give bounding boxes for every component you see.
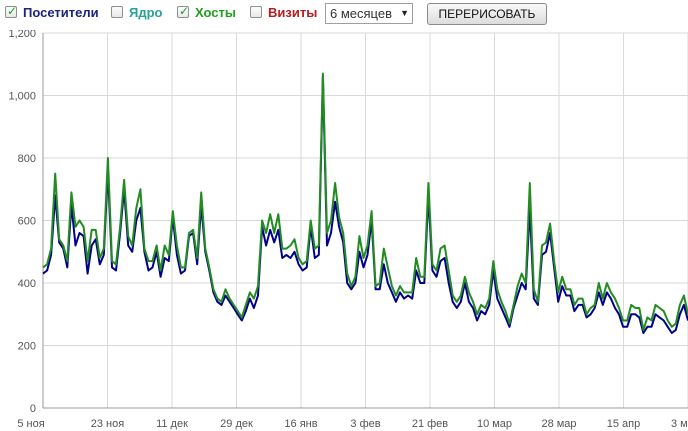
- x-tick-label: 15 апр: [607, 418, 640, 430]
- visitors-label[interactable]: Посетители: [23, 5, 99, 20]
- y-tick-label: 1,000: [8, 91, 36, 103]
- controls-bar: ✓ Посетители Ядро ✓ Хосты Визиты 6 месяц…: [0, 0, 688, 30]
- y-tick-label: 800: [18, 153, 36, 165]
- x-tick-label: 28 мар: [541, 418, 576, 430]
- chart-grid: [42, 32, 688, 409]
- line-chart: 0 200 400 600 800 1,000 1,200 5 ноя 23 ноя 11 де…: [8, 30, 688, 430]
- core-checkbox[interactable]: [111, 6, 123, 18]
- check-icon: ✓: [179, 4, 190, 18]
- period-value: 6 месяцев: [330, 6, 392, 21]
- check-icon: ✓: [7, 4, 18, 18]
- y-tick-label: 1,200: [8, 30, 36, 40]
- y-tick-label: 200: [18, 341, 36, 353]
- x-tick-label: 29 дек: [220, 418, 253, 430]
- x-axis-ticks: 5 ноя 23 ноя 11 дек 29 дек 16 янв 3 фев 21 фев…: [17, 418, 688, 430]
- series-line-1: [42, 72, 688, 331]
- x-tick-label: 16 янв: [284, 418, 317, 430]
- hosts-checkbox[interactable]: ✓: [177, 4, 190, 18]
- series-line-0: [42, 75, 688, 334]
- x-tick-label: 3 фев: [350, 418, 380, 430]
- visits-label[interactable]: Визиты: [268, 5, 318, 20]
- y-axis-ticks: 0 200 400 600 800 1,000 1,200: [8, 30, 36, 415]
- y-tick-label: 400: [18, 278, 36, 290]
- y-tick-label: 0: [30, 403, 36, 415]
- x-tick-label: 11 дек: [156, 418, 188, 430]
- x-tick-label: 21 фев: [412, 418, 448, 430]
- y-tick-label: 600: [18, 216, 36, 228]
- x-tick-label: 23 ноя: [91, 418, 124, 430]
- chevron-down-icon: ▼: [400, 8, 409, 18]
- x-tick-label: 10 мар: [477, 418, 512, 430]
- x-tick-label: 5 ноя: [17, 418, 44, 430]
- chart-series: [42, 72, 688, 334]
- visitors-checkbox[interactable]: ✓: [5, 4, 18, 18]
- hosts-label[interactable]: Хосты: [195, 5, 236, 20]
- core-label[interactable]: Ядро: [129, 5, 163, 20]
- period-select[interactable]: 6 месяцев ▼: [325, 3, 413, 24]
- x-tick-label: 3 ма: [671, 418, 688, 430]
- redraw-button[interactable]: ПЕРЕРИСОВАТЬ: [427, 3, 547, 25]
- visits-checkbox[interactable]: [250, 6, 262, 18]
